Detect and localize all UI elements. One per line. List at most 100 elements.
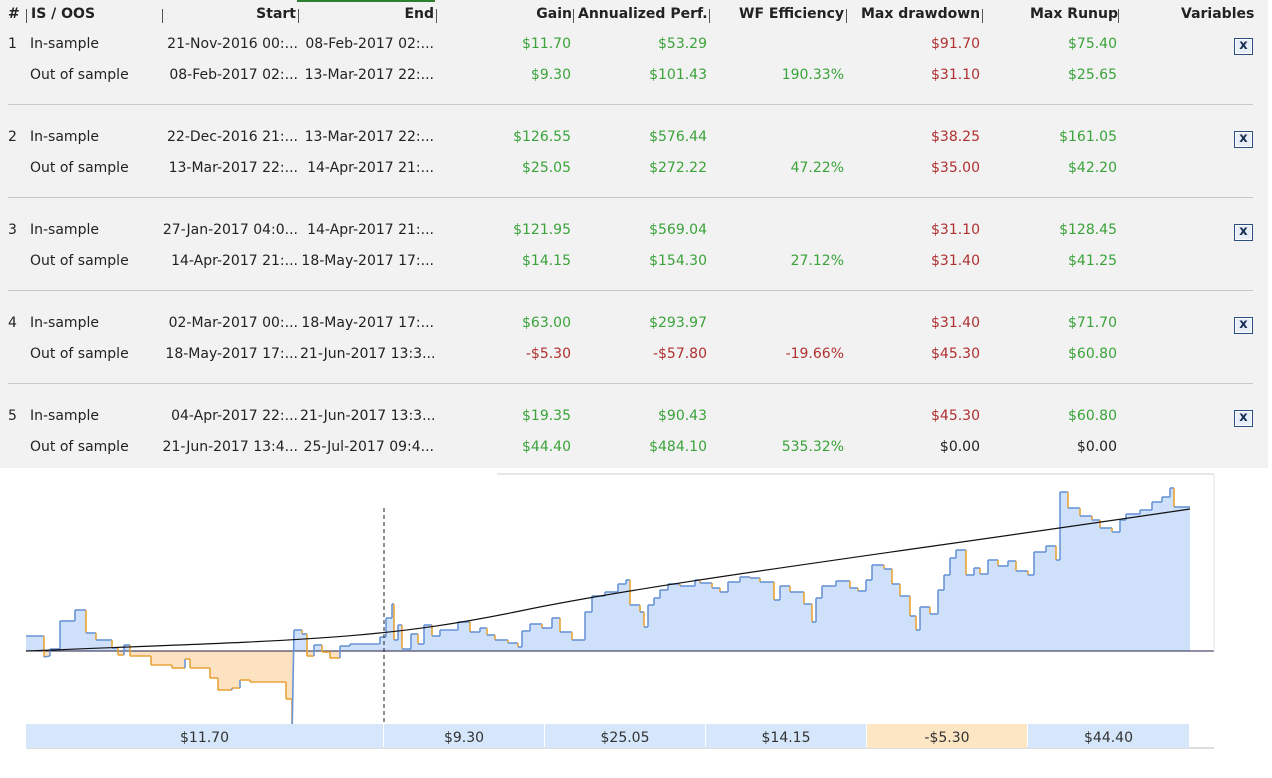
col-end-header[interactable]: End xyxy=(404,6,434,22)
segment-gain-label: -$5.30 xyxy=(867,724,1027,748)
sample-type-label: In-sample xyxy=(30,315,99,331)
gain-cell: $25.05 xyxy=(522,160,571,176)
col-separator[interactable] xyxy=(436,9,437,23)
equity-line-segment xyxy=(291,629,295,737)
walk-forward-table: # IS / OOS Start End Gain Annualized Per… xyxy=(0,0,1268,468)
sample-type-label: In-sample xyxy=(30,222,99,238)
col-isoos-header[interactable]: IS / OOS xyxy=(31,6,96,22)
start-cell: 21-Nov-2016 00:... xyxy=(167,36,298,52)
col-start-header[interactable]: Start xyxy=(256,6,296,22)
runup-cell: $128.45 xyxy=(1059,222,1117,238)
start-cell: 21-Jun-2017 13:4... xyxy=(162,439,298,455)
dd-cell: $31.40 xyxy=(931,315,980,331)
col-separator[interactable] xyxy=(298,9,299,23)
start-cell: 22-Dec-2016 21:... xyxy=(167,129,298,145)
annual-cell: $569.04 xyxy=(649,222,707,238)
row-number: 4 xyxy=(8,315,17,331)
segment-gain-label: $44.40 xyxy=(1028,724,1189,748)
dd-cell: $35.00 xyxy=(931,160,980,176)
row-number: 2 xyxy=(8,129,17,145)
col-num-header[interactable]: # xyxy=(8,6,20,22)
dd-cell: $0.00 xyxy=(939,439,980,455)
variables-x-button[interactable]: x xyxy=(1234,131,1253,148)
annual-cell: $293.97 xyxy=(649,315,707,331)
col-separator[interactable] xyxy=(573,9,574,23)
start-cell: 14-Apr-2017 21:... xyxy=(171,253,298,269)
end-cell: 14-Apr-2017 21:... xyxy=(307,160,434,176)
runup-cell: $42.20 xyxy=(1068,160,1117,176)
col-wf-header[interactable]: WF Efficiency xyxy=(739,6,845,22)
gain-cell: $63.00 xyxy=(522,315,571,331)
x-variables-icon: x xyxy=(1239,224,1248,239)
runup-cell: $161.05 xyxy=(1059,129,1117,145)
dd-cell: $38.25 xyxy=(931,129,980,145)
row-divider xyxy=(8,290,1253,291)
wf-cell: 190.33% xyxy=(781,67,844,83)
sample-type-label: Out of sample xyxy=(30,346,129,362)
col-variables-header[interactable]: Variables xyxy=(1181,6,1255,22)
col-separator[interactable] xyxy=(982,9,983,23)
end-cell: 18-May-2017 17:... xyxy=(301,253,434,269)
sample-type-label: Out of sample xyxy=(30,439,129,455)
dd-cell: $45.30 xyxy=(931,408,980,424)
sample-type-label: In-sample xyxy=(30,36,99,52)
header-accent-bar xyxy=(297,0,435,2)
wf-cell: -19.66% xyxy=(785,346,844,362)
sample-type-label: In-sample xyxy=(30,129,99,145)
annual-cell: $576.44 xyxy=(649,129,707,145)
dd-cell: $31.10 xyxy=(931,67,980,83)
col-separator[interactable] xyxy=(846,9,847,23)
equity-area-positive xyxy=(26,488,1190,651)
annual-cell: $484.10 xyxy=(649,439,707,455)
end-cell: 08-Feb-2017 02:... xyxy=(305,36,434,52)
equity-line-segment xyxy=(43,655,51,658)
gain-cell: $11.70 xyxy=(522,36,571,52)
col-dd-header[interactable]: Max drawdown xyxy=(861,6,981,22)
end-cell: 18-May-2017 17:... xyxy=(301,315,434,331)
start-cell: 02-Mar-2017 00:... xyxy=(168,315,298,331)
end-cell: 21-Jun-2017 13:3... xyxy=(300,346,436,362)
segment-gain-label: $9.30 xyxy=(384,724,544,748)
x-variables-icon: x xyxy=(1239,317,1248,332)
gain-cell: $126.55 xyxy=(513,129,571,145)
variables-x-button[interactable]: x xyxy=(1234,317,1253,334)
dd-cell: $31.10 xyxy=(931,222,980,238)
variables-x-button[interactable]: x xyxy=(1234,410,1253,427)
row-number: 3 xyxy=(8,222,17,238)
annual-cell: $101.43 xyxy=(649,67,707,83)
runup-cell: $60.80 xyxy=(1068,408,1117,424)
col-separator[interactable] xyxy=(1118,9,1119,23)
variables-x-button[interactable]: x xyxy=(1234,224,1253,241)
table-header: # IS / OOS Start End Gain Annualized Per… xyxy=(0,0,1268,31)
x-variables-icon: x xyxy=(1239,131,1248,146)
variables-x-button[interactable]: x xyxy=(1234,38,1253,55)
runup-cell: $0.00 xyxy=(1076,439,1117,455)
runup-cell: $25.65 xyxy=(1068,67,1117,83)
annual-cell: $90.43 xyxy=(658,408,707,424)
col-separator[interactable] xyxy=(709,9,710,23)
wf-cell: 27.12% xyxy=(790,253,844,269)
col-annualized-header[interactable]: Annualized Perf. xyxy=(578,6,708,22)
annual-cell: -$57.80 xyxy=(652,346,707,362)
start-cell: 27-Jan-2017 04:0... xyxy=(162,222,298,238)
col-gain-header[interactable]: Gain xyxy=(536,6,572,22)
col-separator[interactable] xyxy=(162,9,163,23)
col-runup-header[interactable]: Max Runup xyxy=(1030,6,1118,22)
segment-gain-label: $11.70 xyxy=(26,724,383,748)
gain-cell: $121.95 xyxy=(513,222,571,238)
runup-cell: $71.70 xyxy=(1068,315,1117,331)
annual-cell: $272.22 xyxy=(649,160,707,176)
trend-curve xyxy=(25,508,1191,652)
gain-cell: $44.40 xyxy=(522,439,571,455)
x-variables-icon: x xyxy=(1239,410,1248,425)
col-separator[interactable] xyxy=(26,9,27,23)
dd-cell: $45.30 xyxy=(931,346,980,362)
sample-type-label: Out of sample xyxy=(30,160,129,176)
end-cell: 13-Mar-2017 22:... xyxy=(304,129,434,145)
gain-cell: $9.30 xyxy=(530,67,571,83)
segment-gain-label: $14.15 xyxy=(706,724,866,748)
runup-cell: $41.25 xyxy=(1068,253,1117,269)
dd-cell: $31.40 xyxy=(931,253,980,269)
end-cell: 25-Jul-2017 09:4... xyxy=(303,439,434,455)
equity-curve-svg xyxy=(25,473,1215,749)
